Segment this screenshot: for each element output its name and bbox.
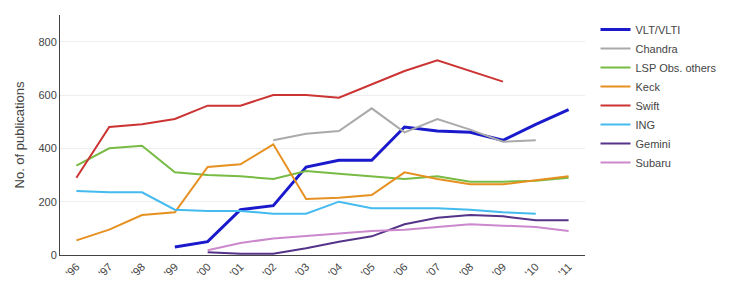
svg-text:Chandra: Chandra xyxy=(636,43,679,55)
svg-text:'09: '09 xyxy=(490,261,509,280)
svg-text:'08: '08 xyxy=(457,261,476,280)
svg-text:'97: '97 xyxy=(96,261,115,280)
svg-text:200: 200 xyxy=(38,196,56,208)
svg-text:'06: '06 xyxy=(391,261,410,280)
svg-text:Subaru: Subaru xyxy=(636,157,671,169)
svg-text:Gemini: Gemini xyxy=(636,138,671,150)
svg-text:600: 600 xyxy=(38,89,56,101)
svg-text:'02: '02 xyxy=(260,261,279,280)
svg-text:'11: '11 xyxy=(556,261,574,279)
svg-text:'04: '04 xyxy=(326,261,345,280)
svg-text:Swift: Swift xyxy=(636,100,660,112)
svg-text:ING: ING xyxy=(636,119,656,131)
svg-text:'10: '10 xyxy=(522,261,541,280)
svg-text:'03: '03 xyxy=(293,261,312,280)
svg-text:'00: '00 xyxy=(194,261,213,280)
svg-text:'98: '98 xyxy=(129,261,148,280)
svg-text:0: 0 xyxy=(51,249,57,261)
svg-text:VLT/VLTI: VLT/VLTI xyxy=(636,24,681,36)
svg-text:'01: '01 xyxy=(227,261,246,280)
svg-text:No. of publications: No. of publications xyxy=(12,81,27,188)
svg-text:LSP Obs. others: LSP Obs. others xyxy=(636,62,717,74)
svg-text:'99: '99 xyxy=(162,261,181,280)
svg-text:800: 800 xyxy=(38,36,56,48)
svg-text:'05: '05 xyxy=(358,261,377,280)
svg-text:'07: '07 xyxy=(424,261,443,280)
svg-text:'96: '96 xyxy=(63,261,82,280)
svg-text:Keck: Keck xyxy=(636,81,661,93)
svg-text:400: 400 xyxy=(38,142,56,154)
